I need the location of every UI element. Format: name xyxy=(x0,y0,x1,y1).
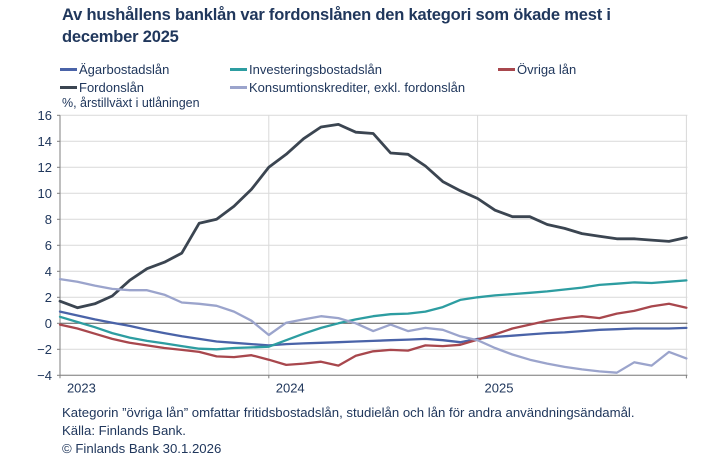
source-line: Källa: Finlands Bank. xyxy=(62,422,186,438)
chart-area: 16 14 12 10 8 6 4 2 0 −2 −4 2023 2024 2025 xyxy=(0,108,720,410)
y-axis-unit-label: %, årstillväxt i utlåningen xyxy=(62,96,200,110)
legend-item-konsumtionskrediter: Konsumtionskrediter, exkl. fordonslån xyxy=(230,80,465,96)
legend-dash-icon xyxy=(60,68,77,72)
legend-item-fordonslan: Fordonslån xyxy=(60,80,144,96)
legend-item-investeringsbostadslan: Investeringsbostadslån xyxy=(230,62,382,78)
legend-dash-icon xyxy=(498,68,515,72)
legend-dash-icon xyxy=(60,86,77,90)
svg-text:2023: 2023 xyxy=(67,380,96,395)
page-title: Av hushållens banklån var fordonslånen d… xyxy=(62,6,611,46)
legend-label: Konsumtionskrediter, exkl. fordonslån xyxy=(249,80,466,95)
svg-text:12: 12 xyxy=(38,160,52,175)
legend-label: Ägarbostadslån xyxy=(79,62,170,77)
svg-text:−4: −4 xyxy=(37,368,52,383)
svg-text:−2: −2 xyxy=(37,342,52,357)
svg-text:10: 10 xyxy=(38,186,52,201)
legend-dash-icon xyxy=(230,68,247,72)
svg-text:6: 6 xyxy=(45,238,52,253)
svg-text:0: 0 xyxy=(45,316,52,331)
svg-text:14: 14 xyxy=(38,134,52,149)
svg-text:4: 4 xyxy=(45,264,52,279)
line-chart: 16 14 12 10 8 6 4 2 0 −2 −4 2023 2024 2025 xyxy=(37,108,688,395)
footer: Kategorin ”övriga lån” omfattar fritidsb… xyxy=(62,404,717,458)
svg-text:2024: 2024 xyxy=(276,380,305,395)
svg-text:2: 2 xyxy=(45,290,52,305)
legend-label: Fordonslån xyxy=(79,80,145,95)
svg-text:8: 8 xyxy=(45,212,52,227)
legend-item-ovriga-lan: Övriga lån xyxy=(498,62,576,78)
legend-label: Övriga lån xyxy=(517,62,577,77)
copyright-line: © Finlands Bank 30.1.2026 xyxy=(62,440,222,456)
svg-text:2025: 2025 xyxy=(485,380,514,395)
legend-item-agarbostadslan: Ägarbostadslån xyxy=(60,62,169,78)
legend-dash-icon xyxy=(230,86,247,90)
svg-text:16: 16 xyxy=(38,110,52,123)
footnote: Kategorin ”övriga lån” omfattar fritidsb… xyxy=(62,405,635,420)
legend-label: Investeringsbostadslån xyxy=(249,62,382,77)
